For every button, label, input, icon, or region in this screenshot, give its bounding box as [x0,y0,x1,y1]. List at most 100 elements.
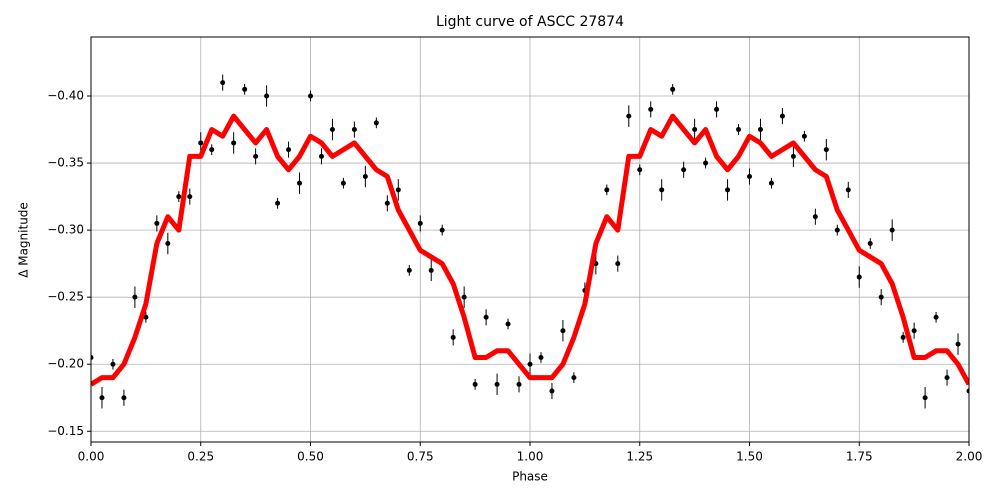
x-tick-label: 0.00 [78,450,105,464]
data-point [472,381,478,387]
y-tick-label: −0.30 [47,223,84,237]
y-tick-label: −0.20 [47,357,84,371]
data-point [834,227,840,233]
data-point [505,321,511,327]
data-point [779,113,785,119]
data-point [823,147,829,153]
data-point [626,113,632,119]
y-tick-label: −0.15 [47,424,84,438]
data-point [516,381,522,387]
data-point [143,314,149,320]
data-point [198,140,204,146]
data-point [692,127,698,133]
data-point [659,187,665,193]
data-point [648,106,654,112]
data-point [275,200,281,206]
data-point [637,167,643,173]
data-point [725,187,731,193]
data-point [714,106,720,112]
x-tick-label: 0.25 [187,450,214,464]
y-axis-label: Δ Magnitude [17,202,31,278]
data-point [308,93,313,99]
data-point [351,127,357,133]
x-tick-label: 1.00 [517,450,544,464]
data-point [955,341,961,347]
data-point [176,194,182,200]
x-tick-label: 1.75 [846,450,873,464]
x-tick-label: 1.25 [626,450,653,464]
data-point [253,153,259,159]
data-point [209,147,215,153]
x-axis-label: Phase [512,470,548,484]
data-point [757,127,763,133]
data-point [395,187,401,193]
data-point [922,395,928,401]
data-point [889,227,895,233]
data-point [231,140,237,146]
data-point [264,93,270,99]
data-point [790,153,796,159]
chart-title: Light curve of ASCC 27874 [436,14,624,30]
data-point [340,180,346,186]
data-point [110,361,116,367]
data-point [933,314,939,320]
data-point [439,227,445,233]
data-point [242,86,248,92]
data-point [966,388,969,394]
data-point [549,388,555,394]
data-point [286,147,292,153]
data-point [615,261,621,267]
data-point [373,120,379,126]
data-point [220,80,226,86]
data-point [604,187,610,193]
x-tick-label: 2.00 [956,450,983,464]
data-point [856,274,862,280]
data-point [121,395,127,401]
data-point [154,220,160,226]
data-point [878,294,884,300]
data-point [165,241,171,247]
data-point [527,361,533,367]
data-point [538,355,544,361]
data-point [768,180,774,186]
plot-area [91,74,969,409]
data-point [801,133,807,139]
data-point [297,180,303,186]
data-point [670,86,676,92]
data-point [900,334,906,340]
data-point [99,395,105,401]
smoothed-line [91,113,969,387]
x-tick-label: 0.50 [297,450,324,464]
data-point [747,173,752,179]
x-tick-label: 1.50 [736,450,763,464]
y-tick-label: −0.35 [47,156,84,170]
data-point [187,194,193,200]
data-point [450,334,456,340]
data-point [91,355,94,361]
data-point [703,160,709,166]
data-point [461,294,467,300]
y-tick-label: −0.25 [47,290,84,304]
grid [90,37,970,442]
data-point [384,200,390,206]
axes-frame [90,36,970,443]
data-point [406,267,412,273]
data-point [571,375,577,381]
x-tick-label: 0.75 [407,450,434,464]
data-point [681,167,687,173]
data-point [362,173,368,179]
data-point [944,375,950,381]
data-point [132,294,138,300]
data-point [812,214,818,220]
data-point [845,187,851,193]
data-point [483,314,489,320]
data-point [417,220,423,226]
data-point [329,127,335,133]
data-point [736,127,742,133]
data-point [911,328,917,334]
data-point [318,153,324,159]
data-point [428,267,434,273]
data-point [560,328,566,334]
